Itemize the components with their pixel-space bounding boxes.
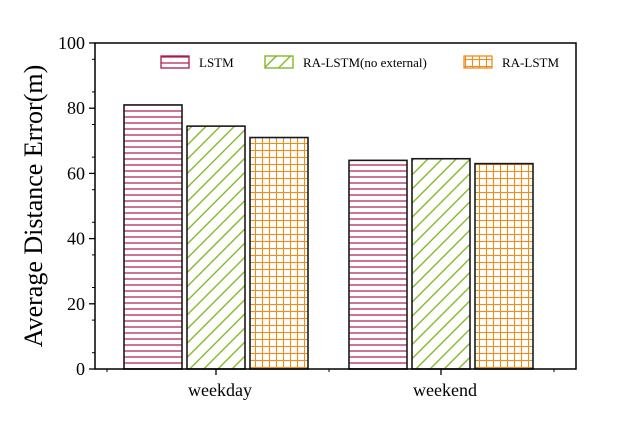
legend-swatch-ra-lstm: [463, 55, 493, 69]
legend: LSTM RA-LSTM(no external) RA-LSTM: [160, 55, 560, 70]
legend-swatch-lstm: [160, 55, 190, 69]
axes-group: 0 20 40 60 80 100 weekday weekend: [58, 33, 577, 400]
bar-ra-lstm-no-external--weekday: [186, 125, 246, 370]
bar-lstm-weekend: [348, 159, 408, 370]
y-tick-label-4: 80: [67, 98, 85, 118]
legend-label-2: RA-LSTM: [502, 55, 560, 70]
legend-label-1: RA-LSTM(no external): [303, 55, 427, 70]
bar-ra-lstm-weekday: [249, 136, 309, 370]
y-axis-label: Average Distance Error(m): [19, 65, 48, 347]
bar-ra-lstm-weekend: [474, 162, 534, 370]
y-tick-label-0: 0: [76, 359, 85, 379]
legend-label-0: LSTM: [199, 55, 234, 70]
bar-ra-lstm-no-external--weekend: [411, 157, 471, 370]
bar-lstm-weekday: [123, 104, 183, 370]
legend-swatch-ra-lstm-no-external-: [264, 55, 294, 69]
x-tick-label-weekend: weekend: [413, 380, 477, 400]
y-tick-label-2: 40: [67, 229, 85, 249]
y-tick-label-5: 100: [58, 33, 85, 53]
bars-group: [123, 104, 534, 370]
plot-frame: [94, 42, 577, 370]
y-tick-label-1: 20: [67, 294, 85, 314]
y-tick-label-3: 60: [67, 163, 85, 183]
x-tick-label-weekday: weekday: [188, 380, 252, 400]
